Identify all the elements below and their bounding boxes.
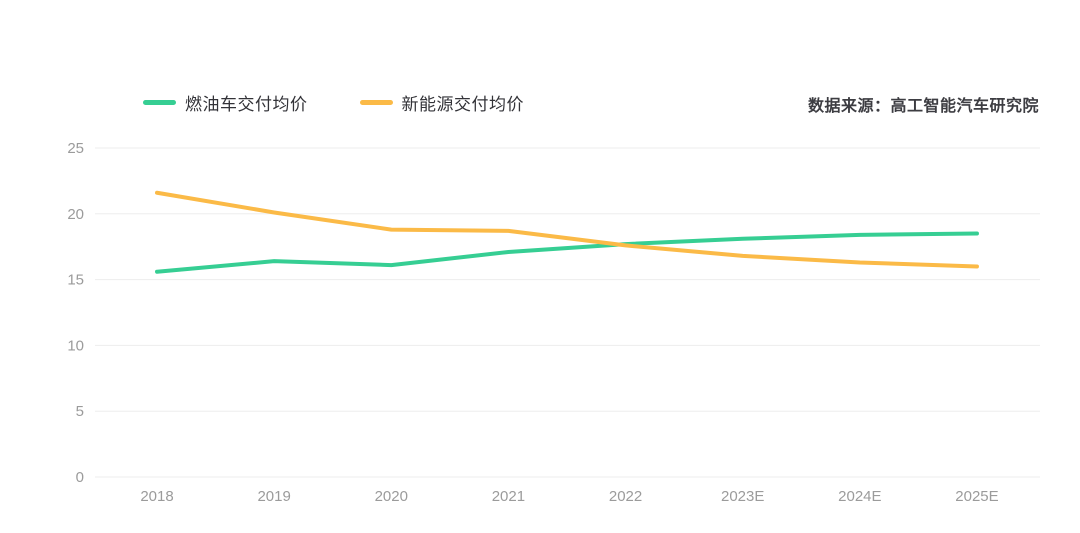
x-tick-label: 2018 [140,488,173,505]
legend-swatch-green-line-icon [143,100,176,105]
y-tick-label: 25 [67,140,84,157]
x-tick-label: 2025E [955,488,998,505]
x-tick-label: 2022 [609,488,642,505]
series-line-0[interactable] [155,231,979,274]
x-tick-label: 2023E [721,488,764,505]
legend-swatch-orange-line-icon [359,100,393,105]
legend-label: 燃油车交付均价 [185,95,308,114]
y-tick-label: 0 [76,469,84,486]
x-tick-label: 2024E [838,488,881,505]
y-tick-label: 20 [67,206,84,223]
x-tick-label: 2019 [257,488,290,505]
chart-legend: 燃油车交付均价 新能源交付均价 [143,90,524,115]
x-tick-label: 2021 [492,488,525,505]
legend-item-nev[interactable]: 新能源交付均价 [359,90,525,115]
x-tick-label: 2020 [375,488,408,505]
y-tick-label: 5 [76,403,84,420]
data-source-note: 数据来源：高工智能汽车研究院 [807,98,1039,115]
legend-item-fuel-vehicle[interactable]: 燃油车交付均价 [143,90,308,115]
series-line-1[interactable] [155,190,979,269]
legend-label: 新能源交付均价 [401,95,524,114]
y-tick-label: 15 [67,272,84,289]
y-tick-label: 10 [67,337,84,354]
